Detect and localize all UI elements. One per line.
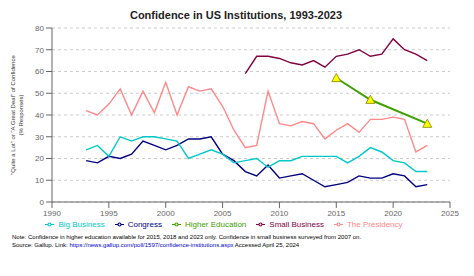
svg-text:2025: 2025	[441, 209, 459, 218]
svg-text:80: 80	[35, 24, 44, 33]
svg-text:"Quite a Lot" or "A Great Deal: "Quite a Lot" or "A Great Deal" of Confi…	[10, 55, 24, 175]
html-text:Higher Education: Higher Education	[184, 220, 247, 229]
svg-text:1990: 1990	[43, 209, 61, 218]
html-text:Source: Gallup. Link: https://: Source: Gallup. Link: https://news.gallu…	[12, 242, 300, 248]
svg-text:50: 50	[35, 89, 44, 98]
svg-text:70: 70	[35, 46, 44, 55]
svg-text:10: 10	[35, 176, 44, 185]
svg-text:30: 30	[35, 133, 44, 142]
svg-text:2005: 2005	[214, 209, 232, 218]
svg-text:20: 20	[35, 154, 44, 163]
svg-text:1995: 1995	[100, 209, 118, 218]
html-text:Big Business: Big Business	[58, 220, 105, 229]
svg-text:0: 0	[40, 198, 45, 207]
svg-text:60: 60	[35, 67, 44, 76]
html-text:Note: Confidence in higher edu: Note: Confidence in higher education ava…	[12, 234, 362, 240]
html-text:Congress: Congress	[127, 220, 162, 229]
svg-text:2000: 2000	[157, 209, 175, 218]
svg-text:40: 40	[35, 111, 44, 120]
html-text:Confidence in US Institutions,: Confidence in US Institutions, 1993-2023	[129, 9, 342, 21]
html-text:The Presidency: The Presidency	[347, 220, 403, 229]
svg-text:2020: 2020	[384, 209, 402, 218]
svg-text:2015: 2015	[327, 209, 345, 218]
svg-text:2010: 2010	[271, 209, 289, 218]
html-text:Small Business: Small Business	[269, 220, 324, 229]
